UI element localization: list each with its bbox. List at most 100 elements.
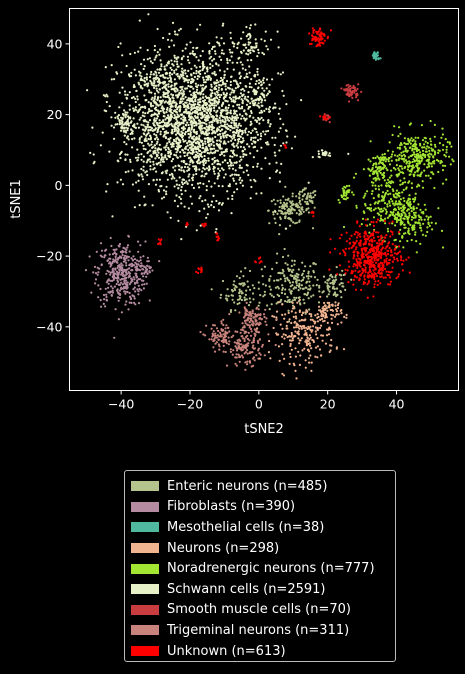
data-point xyxy=(392,193,395,196)
data-point xyxy=(340,308,343,312)
data-point xyxy=(215,63,218,66)
data-point xyxy=(327,333,331,336)
data-point xyxy=(109,279,112,282)
data-point xyxy=(89,151,92,154)
data-point xyxy=(347,86,350,89)
data-point xyxy=(125,287,128,290)
data-point xyxy=(214,52,217,55)
data-point xyxy=(408,214,411,217)
data-point xyxy=(230,139,233,142)
data-point xyxy=(256,340,259,343)
data-point xyxy=(261,87,264,90)
data-point xyxy=(269,275,272,278)
data-point xyxy=(364,192,367,195)
data-point xyxy=(267,333,270,336)
data-point xyxy=(292,326,296,329)
data-point xyxy=(218,69,222,72)
data-point xyxy=(198,197,201,200)
data-point xyxy=(205,167,209,170)
data-point xyxy=(332,314,335,317)
data-point xyxy=(355,206,358,209)
data-point xyxy=(338,201,341,204)
data-point xyxy=(239,82,242,85)
data-point xyxy=(203,137,206,140)
data-point xyxy=(329,308,332,312)
data-point xyxy=(132,96,135,99)
data-point xyxy=(192,173,195,176)
data-point xyxy=(112,267,115,270)
data-point xyxy=(151,96,154,99)
data-point xyxy=(213,161,216,164)
data-point xyxy=(224,327,227,330)
data-point xyxy=(178,102,182,105)
data-point xyxy=(219,137,222,140)
data-point xyxy=(175,111,178,114)
data-point xyxy=(381,173,384,176)
data-point xyxy=(380,210,383,213)
data-point xyxy=(212,165,215,168)
scatter-points xyxy=(84,13,455,380)
data-point xyxy=(124,158,127,161)
data-point xyxy=(169,117,172,120)
data-point xyxy=(343,315,346,318)
data-point xyxy=(279,199,282,202)
data-point xyxy=(247,314,251,317)
data-point xyxy=(281,335,284,338)
data-point xyxy=(274,102,277,105)
series-8-points xyxy=(157,27,411,299)
data-point xyxy=(125,251,128,254)
data-point xyxy=(199,23,202,26)
data-point xyxy=(392,166,395,170)
data-point xyxy=(168,32,171,36)
data-point xyxy=(160,197,164,200)
data-point xyxy=(229,309,233,312)
data-point xyxy=(170,111,173,114)
data-point xyxy=(283,207,286,210)
series-6-points xyxy=(322,83,363,124)
data-point xyxy=(294,355,297,358)
data-point xyxy=(394,168,397,171)
data-point xyxy=(274,286,277,289)
data-point xyxy=(264,320,267,323)
data-point xyxy=(187,78,191,82)
data-point xyxy=(199,84,202,87)
data-point xyxy=(263,293,266,296)
data-point xyxy=(218,107,221,110)
data-point xyxy=(445,178,448,181)
data-point xyxy=(283,317,286,320)
data-point xyxy=(195,168,198,171)
data-point xyxy=(219,333,222,336)
data-point xyxy=(409,223,412,226)
data-point xyxy=(153,58,156,61)
data-point xyxy=(312,339,315,342)
data-point xyxy=(340,296,343,299)
data-point xyxy=(189,117,192,120)
data-point xyxy=(229,83,232,87)
data-point xyxy=(97,271,100,274)
data-point xyxy=(189,112,192,115)
data-point xyxy=(178,196,181,199)
data-point xyxy=(180,130,183,133)
data-point xyxy=(215,104,218,107)
data-point xyxy=(242,155,245,158)
data-point xyxy=(196,110,199,113)
data-point xyxy=(308,195,311,199)
data-point xyxy=(396,193,399,196)
data-point xyxy=(220,320,223,323)
data-point xyxy=(100,305,103,308)
data-point xyxy=(391,153,394,156)
data-point xyxy=(261,104,264,107)
data-point xyxy=(232,177,235,180)
data-point xyxy=(106,95,109,98)
data-point xyxy=(289,281,292,284)
data-point xyxy=(289,342,292,346)
data-point xyxy=(205,159,208,162)
data-point xyxy=(104,287,107,290)
data-point xyxy=(415,153,418,156)
data-point xyxy=(166,178,169,181)
data-point xyxy=(281,343,284,346)
data-point xyxy=(240,141,243,144)
data-point xyxy=(314,314,317,317)
data-point xyxy=(129,121,132,124)
data-point xyxy=(231,155,234,158)
